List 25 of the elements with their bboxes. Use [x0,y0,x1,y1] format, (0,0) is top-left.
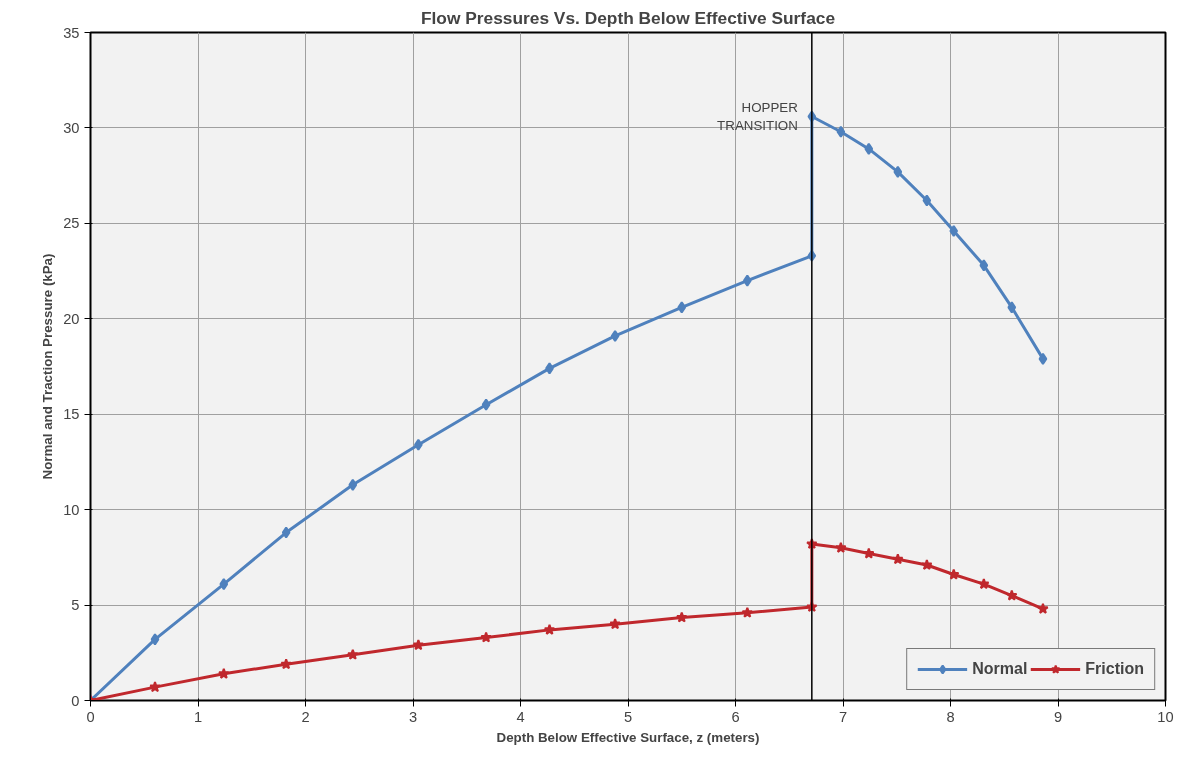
x-tick-label: 7 [838,708,848,725]
x-tick-label: 5 [623,708,633,725]
x-tick-label: 8 [946,708,955,725]
y-tick-label: 20 [63,310,80,327]
x-tick-label: 0 [86,708,95,725]
y-tick-label: 0 [71,692,80,709]
legend-label: Friction [1085,660,1144,678]
x-axis-title: Depth Below Effective Surface, z (meters) [496,729,760,745]
y-tick-label: 30 [63,119,80,136]
x-tick-label: 1 [193,708,203,725]
legend-label: Normal [972,660,1028,678]
chart-title: Flow Pressures Vs. Depth Below Effective Surface [420,7,836,28]
x-tick-label: 9 [1053,708,1063,725]
x-tick-label: 2 [301,708,310,725]
x-tick-label: 10 [1157,708,1174,725]
y-tick-label: 5 [71,597,80,614]
ref-line-label: HOPPER TRANSITION [717,99,798,133]
y-axis-title: Normal and Traction Pressure (kPa) [40,253,56,480]
y-tick-label: 10 [63,501,80,518]
y-tick-label: 25 [63,215,80,232]
x-tick-label: 6 [731,708,740,725]
x-tick-label: 4 [516,708,525,725]
y-tick-label: 15 [63,406,80,423]
x-tick-label: 3 [408,708,418,725]
y-tick-label: 35 [63,24,80,41]
